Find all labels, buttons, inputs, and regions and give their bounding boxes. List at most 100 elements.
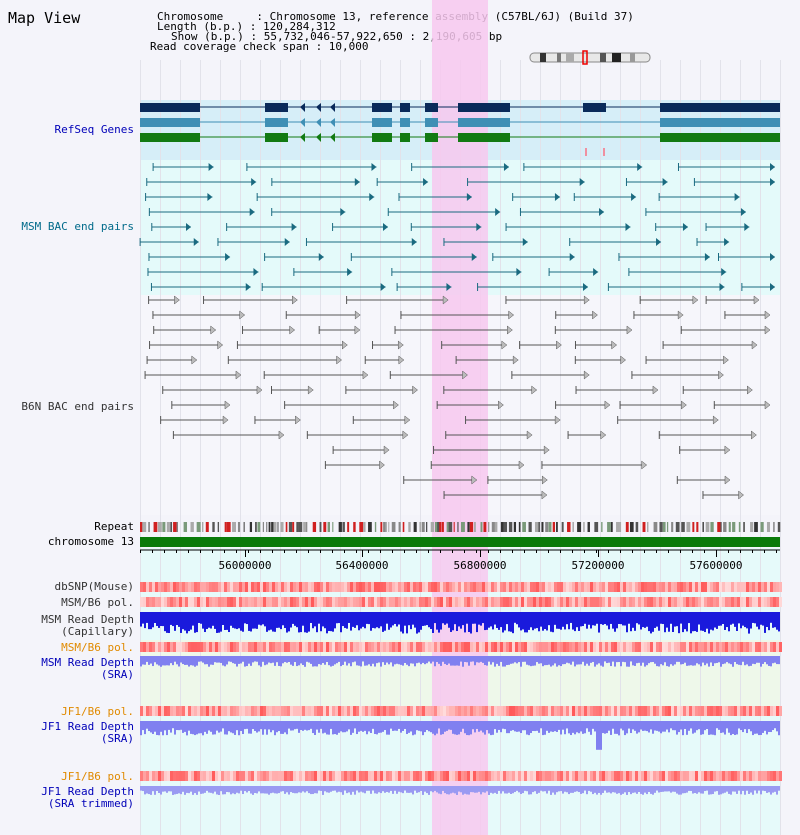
jf1-depth-sra-bar xyxy=(658,721,660,732)
jf1-depth-trimmed-bar xyxy=(400,786,402,793)
track-label-refseq-genes[interactable]: RefSeq Genes xyxy=(54,123,134,136)
jf1-pol-heat-cell xyxy=(371,706,374,716)
msm-pol-heat-cell xyxy=(335,597,338,607)
jf1-pol-trim-heat-cell xyxy=(179,771,182,781)
msm-pol-sra-heat-cell xyxy=(242,642,245,652)
msm-depth-sra-bar xyxy=(196,656,198,666)
jf1-depth-trimmed-bar xyxy=(686,786,688,793)
jf1-depth-trimmed-bar xyxy=(190,786,192,792)
jf1-pol-trim-heat-cell xyxy=(527,771,530,781)
chromosome-ideogram[interactable] xyxy=(529,50,651,65)
track-label-msm-bac[interactable]: MSM BAC end pairs xyxy=(21,220,134,233)
jf1-pol-trim-heat-cell xyxy=(482,771,485,781)
track-label-msm-b6-pol-sra[interactable]: MSM/B6 pol. xyxy=(61,641,134,654)
jf1-pol-heat-cell xyxy=(578,706,581,716)
msm-depth-sra-bar xyxy=(450,656,452,666)
jf1-pol-trim-heat-cell xyxy=(353,771,356,781)
msm-depth-capillary-bar xyxy=(196,612,198,633)
jf1-depth-trimmed-bar xyxy=(746,786,748,791)
jf1-depth-sra-bar xyxy=(666,721,668,730)
msm-pol-sra-heat-cell xyxy=(386,642,389,652)
msm-depth-capillary-bar xyxy=(352,612,354,627)
msm-depth-sra-bar xyxy=(298,656,300,666)
jf1-pol-heat-cell xyxy=(446,706,449,716)
msm-depth-sra-bar xyxy=(340,656,342,667)
jf1-depth-sra-bar xyxy=(732,721,734,734)
jf1-pol-heat-cell xyxy=(623,706,626,716)
dbsnp-heat-cell xyxy=(677,582,680,592)
gene-arrow xyxy=(316,103,321,112)
track-label-repeat[interactable]: Repeat xyxy=(94,520,134,533)
jf1-depth-sra-bar xyxy=(406,721,408,735)
msm-depth-capillary-bar xyxy=(512,612,514,634)
jf1-depth-trimmed-bar xyxy=(168,786,170,792)
jf1-pol-heat-cell xyxy=(530,706,533,716)
msm-pol-heat-cell xyxy=(719,597,722,607)
dbsnp-heat-cell xyxy=(548,582,551,592)
jf1-depth-sra-bar xyxy=(252,721,254,730)
msm-depth-capillary-bar xyxy=(360,612,362,629)
b6n-bac-arrow xyxy=(652,385,659,395)
msm-depth-sra-bar xyxy=(216,656,218,663)
msm-depth-sra-bar xyxy=(170,656,172,664)
track-label-jf1-b6-pol[interactable]: JF1/B6 pol. xyxy=(61,705,134,718)
dbsnp-heat-cell xyxy=(461,582,464,592)
jf1-pol-trim-heat-cell xyxy=(224,771,227,781)
track-label-dbsnp[interactable]: dbSNP(Mouse) xyxy=(54,580,134,593)
dbsnp-heat-cell xyxy=(644,582,647,592)
jf1-pol-heat-cell xyxy=(275,706,278,716)
msm-pol-heat-cell xyxy=(644,597,647,607)
msm-pol-heat-cell xyxy=(494,597,497,607)
track-label-msm-depth-sra[interactable]: MSM Read Depth xyxy=(41,656,134,669)
msm-pol-heat-cell xyxy=(647,597,650,607)
jf1-pol-trim-heat-cell xyxy=(167,771,170,781)
jf1-pol-heat-cell xyxy=(248,706,251,716)
b6n-bac-arrow xyxy=(723,355,729,365)
jf1-depth-trimmed-bar xyxy=(530,786,532,795)
msm-depth-capillary-bar xyxy=(180,612,182,633)
msm-depth-sra-bar xyxy=(346,656,348,666)
jf1-depth-sra-bar xyxy=(366,721,368,735)
jf1-pol-trim-heat-cell xyxy=(572,771,575,781)
jf1-pol-heat-cell xyxy=(461,706,464,716)
jf1-depth-sra-bar xyxy=(484,721,486,735)
jf1-depth-trimmed-bar xyxy=(292,786,294,793)
jf1-depth-trimmed-bar xyxy=(568,786,570,795)
msm-pol-sra-heat-cell xyxy=(524,642,527,652)
jf1-depth-sra-bar xyxy=(372,721,374,729)
dbsnp-heat-cell xyxy=(167,582,170,592)
jf1-depth-trimmed-bar xyxy=(564,786,566,792)
track-label-b6n-bac[interactable]: B6N BAC end pairs xyxy=(21,400,134,413)
jf1-pol-trim-heat-cell xyxy=(665,771,668,781)
repeat-element xyxy=(702,522,704,532)
jf1-pol-trim-heat-cell xyxy=(173,771,176,781)
dbsnp-heat-cell xyxy=(488,582,491,592)
msm-pol-heat-cell xyxy=(470,597,473,607)
msm-depth-capillary-bar xyxy=(452,612,454,631)
track-label-jf1-depth-trimmed[interactable]: JF1 Read Depth xyxy=(41,785,134,798)
jf1-pol-trim-heat-cell xyxy=(686,771,689,781)
dbsnp-heat-cell xyxy=(359,582,362,592)
msm-pol-heat-cell xyxy=(659,597,662,607)
msm-depth-sra-bar xyxy=(610,656,612,667)
track-label-msm-depth-capillary[interactable]: MSM Read Depth xyxy=(41,613,134,626)
jf1-pol-trim-heat-cell xyxy=(431,771,434,781)
jf1-pol-heat-cell xyxy=(638,706,641,716)
msm-depth-sra-bar xyxy=(544,656,546,666)
jf1-depth-sra-bar xyxy=(452,721,454,734)
track-label-jf1-depth-sra[interactable]: JF1 Read Depth xyxy=(41,720,134,733)
track-label-jf1-b6-pol-trimmed[interactable]: JF1/B6 pol. xyxy=(61,770,134,783)
track-label-msm-b6-pol[interactable]: MSM/B6 pol. xyxy=(61,596,134,609)
dbsnp-heat-cell xyxy=(632,582,635,592)
jf1-depth-sra-bar xyxy=(184,721,186,732)
msm-pol-sra-heat-cell xyxy=(239,642,242,652)
jf1-pol-trim-heat-cell xyxy=(401,771,404,781)
jf1-depth-trimmed-bar xyxy=(484,786,486,793)
dbsnp-heat-cell xyxy=(659,582,662,592)
dbsnp-heat-cell xyxy=(566,582,569,592)
jf1-depth-sra-bar xyxy=(264,721,266,730)
jf1-depth-sra-bar xyxy=(602,721,604,734)
jf1-pol-trim-heat-cell xyxy=(698,771,701,781)
msm-depth-sra-bar xyxy=(722,656,724,665)
